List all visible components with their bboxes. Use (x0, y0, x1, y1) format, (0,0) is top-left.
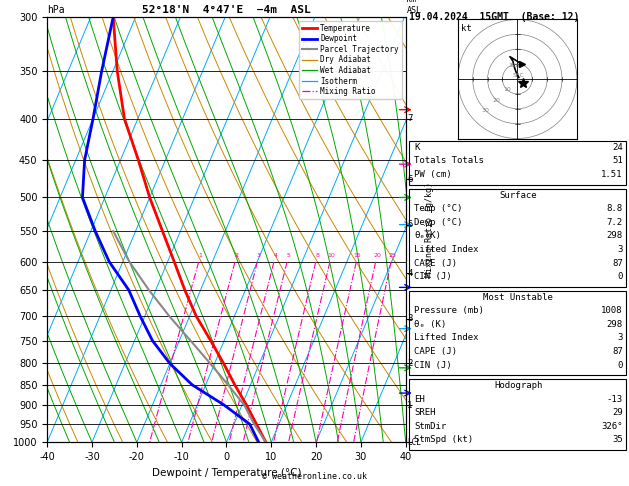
Text: 3km: 3km (508, 63, 522, 68)
Text: 20: 20 (493, 98, 500, 103)
Text: Totals Totals: Totals Totals (414, 156, 484, 166)
Text: 3: 3 (407, 314, 413, 323)
Text: Mixing Ratio (g/kg): Mixing Ratio (g/kg) (425, 182, 435, 277)
Text: 0: 0 (617, 361, 623, 370)
Text: 87: 87 (612, 259, 623, 268)
Text: CAPE (J): CAPE (J) (414, 259, 457, 268)
Text: hPa: hPa (47, 5, 65, 15)
Text: 6: 6 (407, 175, 413, 184)
Text: 51: 51 (612, 156, 623, 166)
Text: StmDir: StmDir (414, 422, 446, 431)
Text: Hodograph: Hodograph (494, 381, 542, 390)
Text: 10: 10 (503, 87, 511, 92)
Text: PW (cm): PW (cm) (414, 170, 452, 179)
Text: SFC: SFC (513, 73, 525, 78)
Text: CIN (J): CIN (J) (414, 272, 452, 281)
Text: 29: 29 (612, 408, 623, 417)
Text: CAPE (J): CAPE (J) (414, 347, 457, 356)
Text: Pressure (mb): Pressure (mb) (414, 306, 484, 315)
Text: 10: 10 (328, 253, 335, 259)
Text: 0: 0 (617, 272, 623, 281)
Text: 4: 4 (407, 269, 413, 278)
Text: 4: 4 (274, 253, 277, 259)
Title: 52°18'N  4°47'E  −4m  ASL: 52°18'N 4°47'E −4m ASL (142, 5, 311, 15)
Text: 7.2: 7.2 (606, 218, 623, 227)
Text: θₑ(K): θₑ(K) (414, 231, 441, 241)
Text: SREH: SREH (414, 408, 435, 417)
Text: 2: 2 (407, 359, 413, 368)
Text: 25: 25 (388, 253, 396, 259)
Text: 1008: 1008 (601, 306, 623, 315)
Text: 20: 20 (373, 253, 381, 259)
Text: LCL: LCL (407, 438, 421, 447)
Text: 87: 87 (612, 347, 623, 356)
Legend: Temperature, Dewpoint, Parcel Trajectory, Dry Adiabat, Wet Adiabat, Isotherm, Mi: Temperature, Dewpoint, Parcel Trajectory… (299, 21, 402, 99)
Text: 15: 15 (353, 253, 362, 259)
Text: CIN (J): CIN (J) (414, 361, 452, 370)
Text: -13: -13 (606, 395, 623, 404)
Text: 7: 7 (407, 114, 413, 123)
Text: 19.04.2024  15GMT  (Base: 12): 19.04.2024 15GMT (Base: 12) (409, 12, 579, 22)
Text: 1: 1 (198, 253, 203, 259)
Text: 8.8: 8.8 (606, 204, 623, 213)
Text: Lifted Index: Lifted Index (414, 245, 479, 254)
X-axis label: Dewpoint / Temperature (°C): Dewpoint / Temperature (°C) (152, 468, 301, 478)
Text: 326°: 326° (601, 422, 623, 431)
Text: 5: 5 (287, 253, 291, 259)
Text: Temp (°C): Temp (°C) (414, 204, 462, 213)
Text: Dewp (°C): Dewp (°C) (414, 218, 462, 227)
Text: 298: 298 (606, 231, 623, 241)
Text: Lifted Index: Lifted Index (414, 333, 479, 343)
Text: 3: 3 (617, 333, 623, 343)
Text: 298: 298 (606, 320, 623, 329)
Text: © weatheronline.co.uk: © weatheronline.co.uk (262, 472, 367, 481)
Text: 3: 3 (257, 253, 261, 259)
Text: Surface: Surface (499, 191, 537, 200)
Text: Most Unstable: Most Unstable (483, 293, 554, 302)
Text: 5: 5 (407, 220, 413, 229)
Text: K: K (414, 143, 420, 152)
Text: 35: 35 (612, 435, 623, 445)
Text: 3: 3 (617, 245, 623, 254)
Text: km
ASL: km ASL (406, 0, 421, 15)
Text: 8: 8 (315, 253, 319, 259)
Text: 1: 1 (407, 400, 413, 410)
Text: 1.51: 1.51 (601, 170, 623, 179)
Text: θₑ (K): θₑ (K) (414, 320, 446, 329)
Text: 2: 2 (235, 253, 238, 259)
Text: StmSpd (kt): StmSpd (kt) (414, 435, 473, 445)
Text: kt: kt (461, 24, 472, 33)
Text: 24: 24 (612, 143, 623, 152)
Text: 30: 30 (482, 108, 489, 113)
Text: EH: EH (414, 395, 425, 404)
